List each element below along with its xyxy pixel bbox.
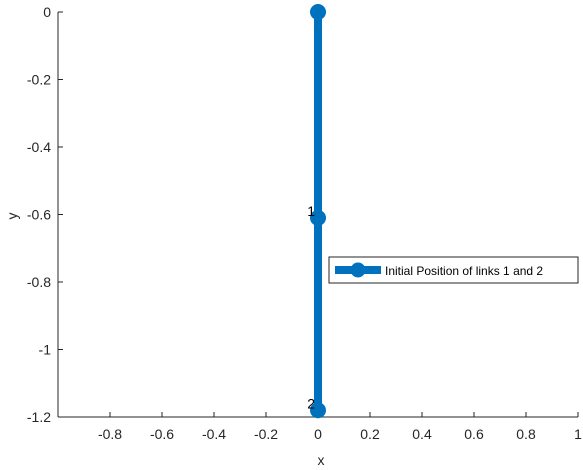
y-axis-label: y (4, 213, 20, 220)
annotations: 12 (307, 203, 315, 411)
y-tick-label: 0 (43, 4, 51, 20)
y-tick-label: -0.6 (27, 207, 51, 223)
x-tick-label: 0.2 (360, 426, 380, 442)
plot-series (310, 4, 326, 419)
x-tick-label: 0.8 (516, 426, 536, 442)
point-annotation: 1 (307, 203, 315, 219)
point-annotation: 2 (307, 395, 315, 411)
y-tick-label: -1.2 (27, 409, 51, 425)
x-tick-label: 0.6 (464, 426, 484, 442)
x-axis-label: x (318, 452, 325, 468)
x-tick-label: -0.8 (98, 426, 122, 442)
legend-marker-swatch (350, 262, 366, 278)
data-point (310, 402, 326, 419)
data-point (310, 4, 326, 20)
x-tick-label: 0.4 (412, 426, 432, 442)
legend: Initial Position of links 1 and 2 (328, 256, 579, 284)
x-tick-label: -0.2 (254, 426, 278, 442)
y-tick-label: -1 (39, 342, 52, 358)
x-tick-label: -0.4 (202, 426, 226, 442)
y-tick-label: -0.8 (27, 274, 51, 290)
y-tick-label: -0.4 (27, 139, 51, 155)
x-tick-label: -0.6 (150, 426, 174, 442)
y-tick-label: -0.2 (27, 72, 51, 88)
data-point (310, 209, 326, 226)
legend-label: Initial Position of links 1 and 2 (385, 264, 543, 278)
x-tick-label: 1 (574, 426, 582, 442)
x-tick-label: 0 (314, 426, 322, 442)
axes: 0 -0.2 -0.4 -0.6 -0.8 -1 -1.2 -0.8 -0.6 -0.4 -0.2 0… (27, 4, 582, 442)
